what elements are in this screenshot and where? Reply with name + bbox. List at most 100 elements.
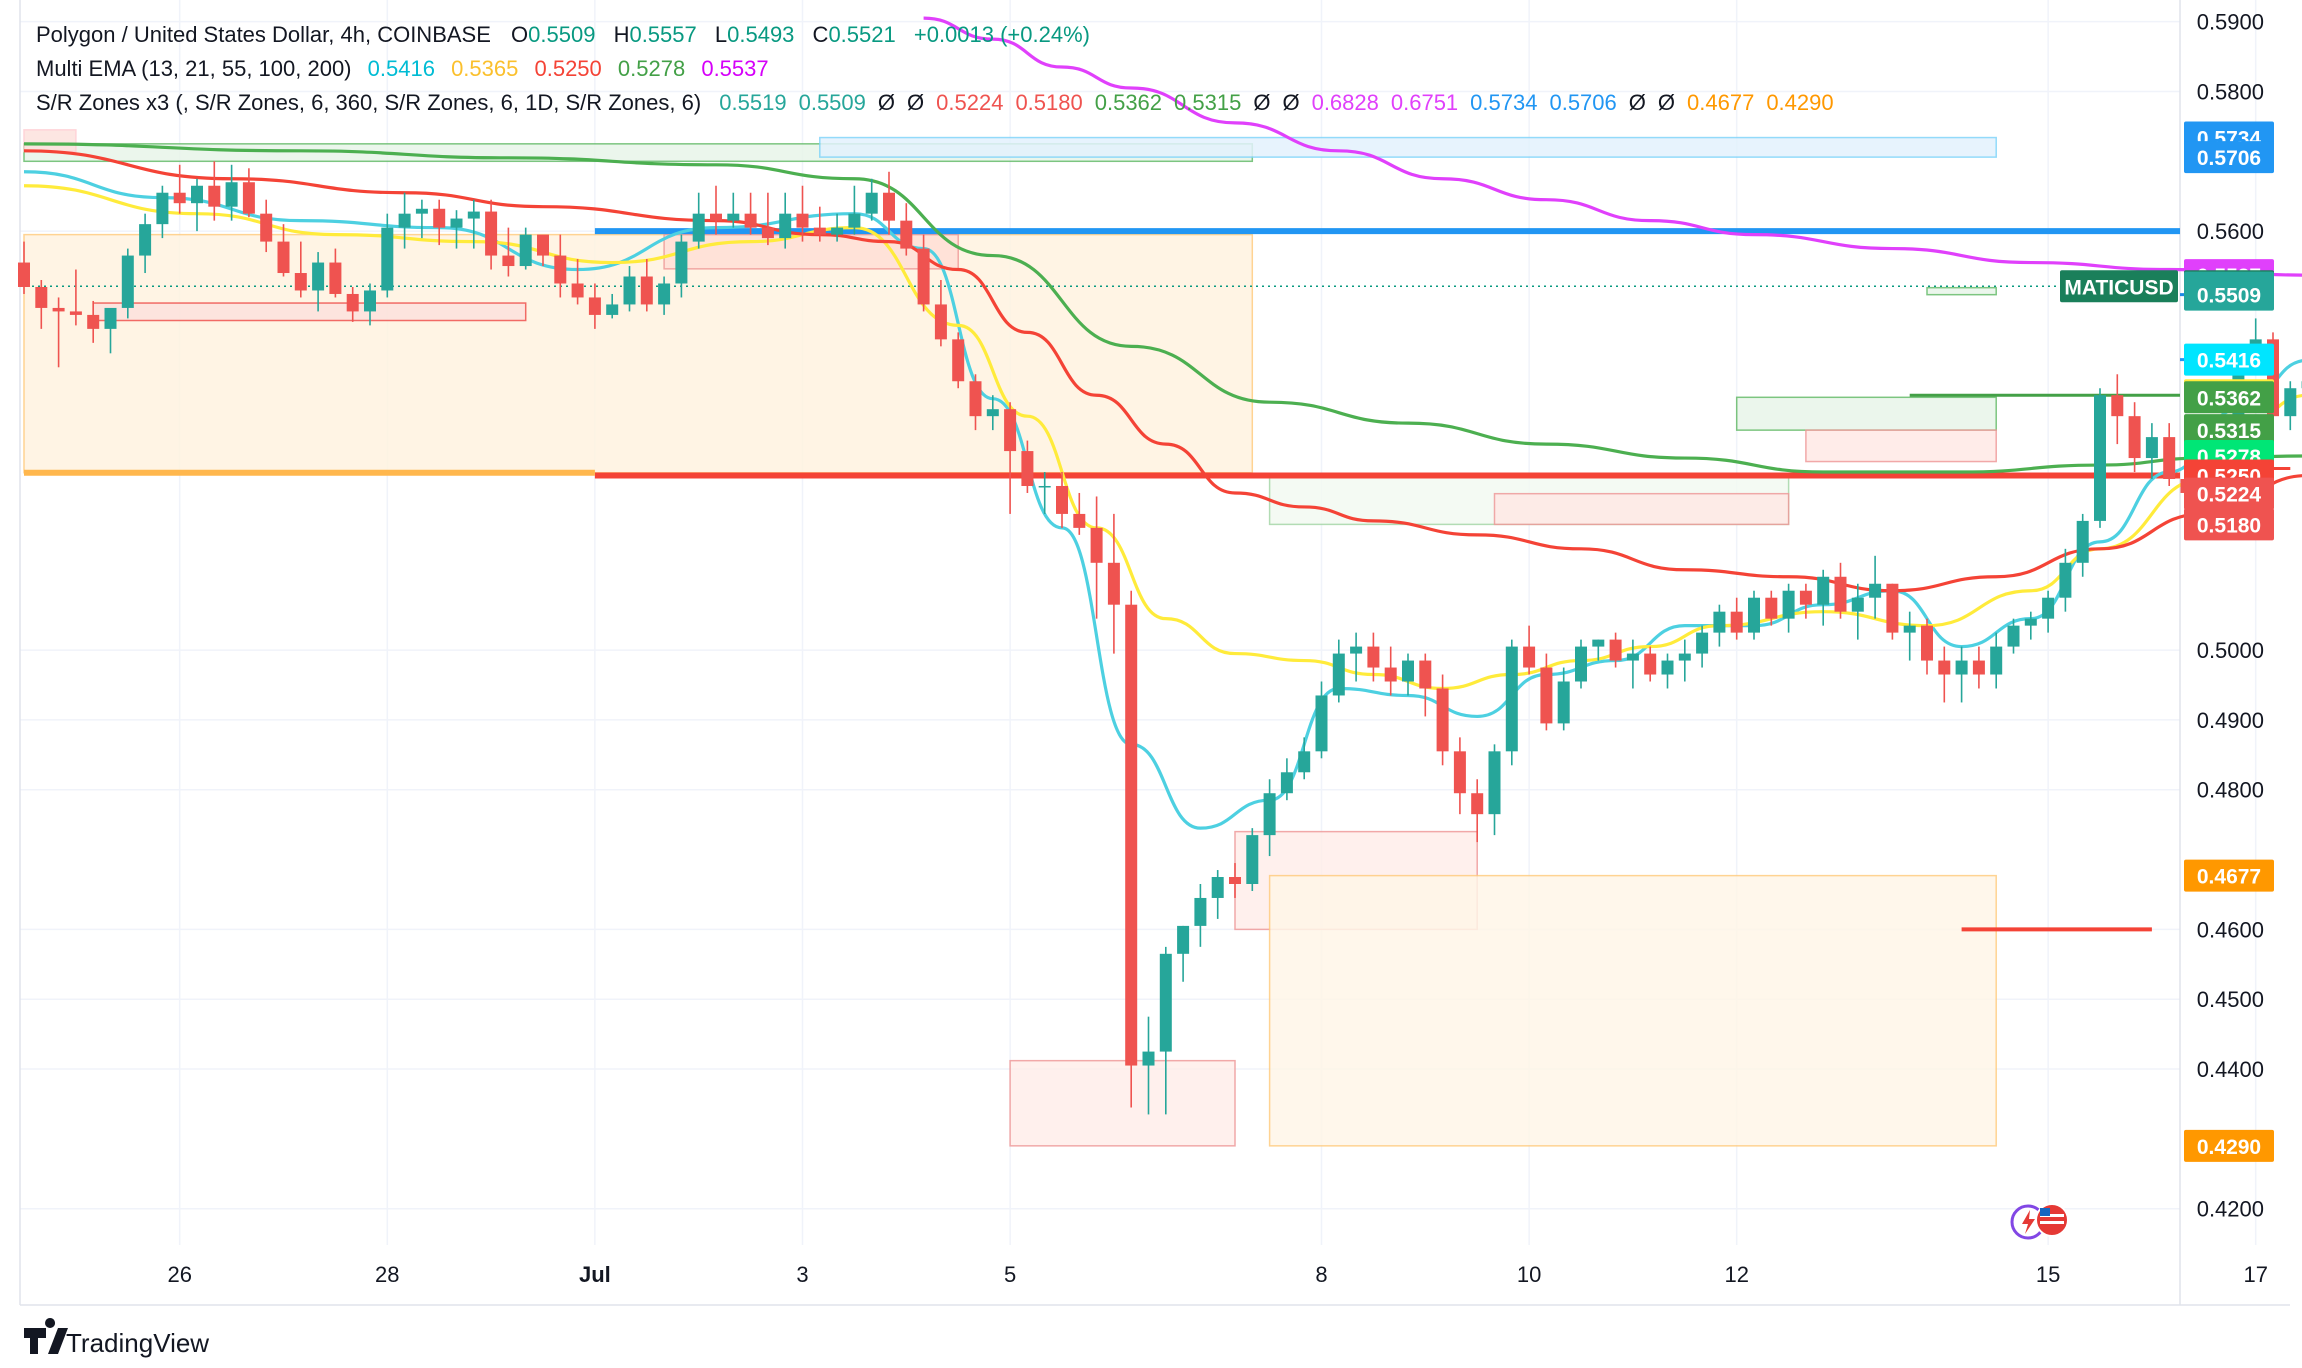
price-tag-bg bbox=[2184, 343, 2274, 376]
candle-body bbox=[744, 213, 757, 228]
sr-zone bbox=[1735, 396, 1997, 431]
candle-body bbox=[1194, 897, 1207, 926]
sr-value: Ø bbox=[907, 90, 924, 115]
sr-value: 0.5509 bbox=[799, 90, 866, 115]
candle-body bbox=[450, 218, 463, 228]
candle-body bbox=[1661, 660, 1674, 675]
candle-body bbox=[1990, 646, 2003, 675]
candle-body bbox=[934, 304, 947, 340]
candle-body bbox=[485, 211, 498, 256]
tradingview-logo: TradingView bbox=[24, 1318, 209, 1358]
candle-body bbox=[2128, 416, 2141, 459]
candle-body bbox=[87, 314, 100, 329]
candle-body bbox=[242, 182, 255, 214]
candle-body bbox=[1419, 660, 1432, 689]
candle-body bbox=[1453, 751, 1466, 794]
candle-body bbox=[1782, 590, 1795, 619]
x-axis: 26 28 Jul 3 5 8 10 12 15 17 bbox=[167, 1262, 2267, 1287]
candle-body bbox=[52, 307, 65, 312]
candle-body bbox=[398, 213, 411, 228]
candle-body bbox=[1644, 653, 1657, 675]
y-tick-label: 0.4400 bbox=[2197, 1057, 2264, 1082]
candle-body bbox=[329, 262, 342, 294]
candle-body bbox=[1921, 625, 1933, 661]
y-tick-label: 0.5800 bbox=[2197, 79, 2264, 104]
candle-body bbox=[1211, 877, 1224, 898]
low-label: L bbox=[715, 22, 727, 47]
x-tick-label: 28 bbox=[375, 1262, 399, 1287]
candle-body bbox=[1280, 772, 1293, 794]
sr-indicator-title[interactable]: S/R Zones x3 (, S/R Zones, 6, 360, S/R Z… bbox=[36, 90, 701, 115]
candle-body bbox=[1575, 646, 1587, 682]
sr-zone bbox=[1009, 1059, 1236, 1147]
x-tick-label: 5 bbox=[1004, 1262, 1016, 1287]
candle-body bbox=[1263, 793, 1276, 836]
sr-value: Ø bbox=[878, 90, 895, 115]
candle-body bbox=[35, 286, 48, 308]
close-label: C bbox=[813, 22, 829, 47]
candle-body bbox=[675, 241, 688, 284]
candle-body bbox=[1246, 835, 1259, 884]
sr-value: Ø bbox=[1658, 90, 1675, 115]
price-tag-bg bbox=[2184, 141, 2274, 174]
candle-body bbox=[1523, 646, 1536, 668]
candle-body bbox=[1955, 660, 1968, 675]
y-tick-label: 0.5900 bbox=[2197, 10, 2264, 35]
svg-text:Polygon / United States Dollar: Polygon / United States Dollar, 4h, COIN… bbox=[36, 22, 1090, 47]
candle-body bbox=[1298, 751, 1311, 773]
candle-body bbox=[554, 255, 567, 284]
x-tick-label: Jul bbox=[579, 1262, 611, 1287]
price-tag-bg bbox=[2184, 414, 2274, 447]
currency-icons[interactable] bbox=[2010, 1203, 2069, 1240]
candle-body bbox=[1557, 681, 1570, 724]
candle-body bbox=[2284, 388, 2297, 417]
candle-body bbox=[1177, 925, 1190, 954]
sr-value: 0.5315 bbox=[1174, 90, 1241, 115]
candle-body bbox=[571, 283, 584, 298]
candle-body bbox=[917, 248, 930, 305]
ema-indicator-title[interactable]: Multi EMA (13, 21, 55, 100, 200) bbox=[36, 56, 352, 81]
sr-value: 0.5519 bbox=[719, 90, 786, 115]
candle-body bbox=[1125, 604, 1138, 1066]
ema200-value: 0.5537 bbox=[701, 56, 768, 81]
y-tick-label: 0.4200 bbox=[2197, 1197, 2264, 1222]
candle-body bbox=[1626, 653, 1639, 661]
price-tag-label: 0.5706 bbox=[2197, 147, 2261, 170]
candle-body bbox=[900, 220, 913, 249]
candle-body bbox=[2024, 618, 2037, 626]
candles bbox=[18, 161, 2302, 1115]
ema21-value: 0.5365 bbox=[451, 56, 518, 81]
candle-body bbox=[779, 213, 792, 239]
candle-body bbox=[848, 213, 861, 228]
candle-body bbox=[312, 262, 325, 291]
svg-text:S/R Zones x3 (, S/R Zones, 6,: S/R Zones x3 (, S/R Zones, 6, 360, S/R Z… bbox=[36, 90, 1834, 115]
symbol-line[interactable]: Polygon / United States Dollar, 4h, COIN… bbox=[36, 22, 491, 47]
candle-body bbox=[813, 227, 826, 235]
price-tag-label: 0.5416 bbox=[2197, 350, 2261, 373]
usd-flag-canton bbox=[2040, 1208, 2050, 1216]
candle-body bbox=[1021, 451, 1034, 486]
candle-body bbox=[883, 192, 895, 221]
sr-value: 0.5224 bbox=[936, 90, 1003, 115]
ema100-value: 0.5278 bbox=[618, 56, 685, 81]
price-tag-bg bbox=[2184, 859, 2274, 892]
x-tick-label: 10 bbox=[1517, 1262, 1541, 1287]
candle-body bbox=[1713, 611, 1726, 633]
legend-header: Polygon / United States Dollar, 4h, COIN… bbox=[36, 22, 1834, 115]
change-value: +0.0013 (+0.24%) bbox=[914, 22, 1090, 47]
candle-body bbox=[2145, 437, 2158, 459]
symbol-tag-label[interactable]: MATICUSD bbox=[2064, 276, 2173, 299]
price-tag-bg bbox=[2184, 508, 2274, 541]
candle-body bbox=[1938, 660, 1951, 675]
candle-body bbox=[1332, 653, 1345, 696]
candle-body bbox=[2094, 395, 2106, 521]
sr-zone bbox=[819, 136, 1997, 158]
candle-body bbox=[1004, 409, 1017, 452]
candle-body bbox=[1315, 695, 1328, 752]
symbol-tag-bg[interactable] bbox=[2060, 270, 2178, 303]
price-tag-label: 0.5362 bbox=[2197, 387, 2261, 410]
tradingview-wordmark: TradingView bbox=[66, 1328, 209, 1358]
candle-body bbox=[2042, 597, 2055, 619]
